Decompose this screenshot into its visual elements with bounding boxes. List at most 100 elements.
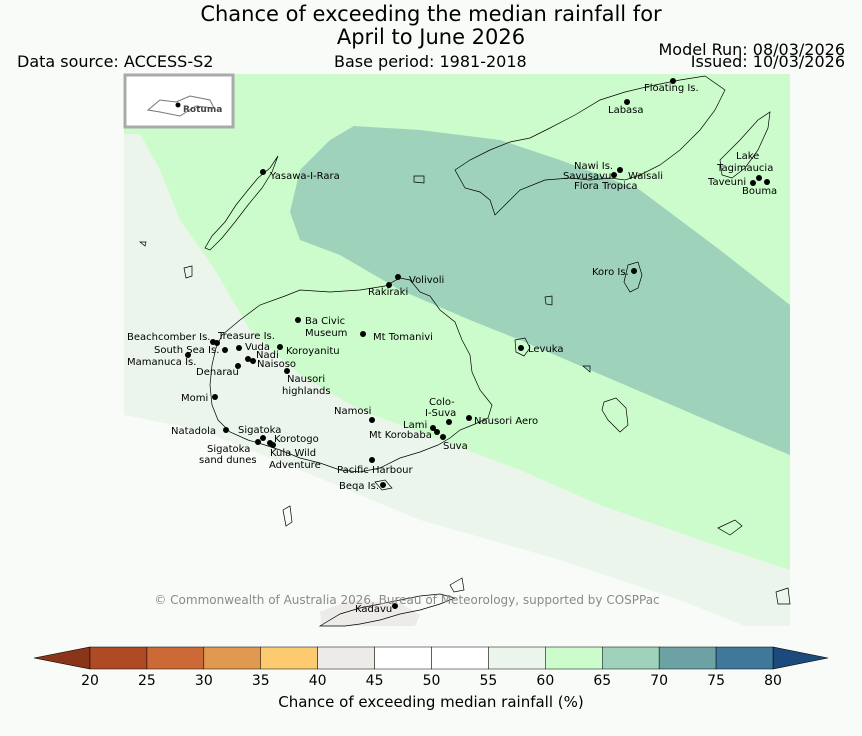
- label-korotogo: Korotogo: [274, 434, 319, 445]
- marker-bacivic: [295, 317, 301, 323]
- label-colo-2: I-Suva: [425, 408, 456, 419]
- colorbar-label: Chance of exceeding median rainfall (%): [278, 693, 583, 711]
- label-colo-1: Colo-: [429, 397, 455, 408]
- colorbar-under-arrow: [33, 646, 91, 670]
- label-waisali: Waisali: [628, 171, 663, 182]
- data-source: Data source: ACCESS-S2: [17, 52, 214, 71]
- region-65-70: [290, 126, 790, 455]
- label-bacivic-2: Museum: [305, 328, 347, 339]
- region-45-55: [124, 415, 745, 626]
- rotuma-label: Rotuma: [183, 105, 222, 115]
- label-taveuni: Taveuni: [707, 177, 746, 188]
- colorbar-swatch: [658, 646, 717, 670]
- label-floating: Floating Is.: [644, 83, 699, 94]
- label-mamanuca: Mamanuca Is.: [127, 357, 196, 368]
- label-momi: Momi: [181, 393, 208, 404]
- marker-mamanuca: [185, 352, 191, 358]
- colorbar: 20 25 30 35 40 45 50 55 60 65 70 75 80: [33, 646, 829, 689]
- label-levuka: Levuka: [528, 344, 564, 355]
- ovalau-coast: [514, 337, 531, 357]
- colorbar-tick: 20: [81, 673, 99, 689]
- marker-nausori-highlands: [284, 368, 290, 374]
- marker-floating: [670, 78, 676, 84]
- marker-yasawa: [260, 169, 266, 175]
- marker-koro: [631, 268, 637, 274]
- colorbar-tick: 75: [707, 673, 725, 689]
- colorbar-swatch: [374, 646, 432, 670]
- label-kula-1: Kula Wild: [270, 448, 316, 459]
- rotuma-island: [146, 95, 215, 117]
- label-lake-2: Tagimaucia: [716, 163, 773, 174]
- colorbar-tick: 70: [650, 673, 668, 689]
- marker-labasa: [624, 99, 630, 105]
- label-pacific-harbour: Pacific Harbour: [337, 465, 414, 476]
- label-yasawa: Yasawa-I-Rara: [269, 171, 340, 182]
- marker-treasure: [214, 340, 220, 346]
- marker-namosi: [369, 417, 375, 423]
- place-markers: [185, 78, 770, 609]
- label-flora: Flora Tropica: [574, 181, 637, 192]
- label-nadi: Nadi: [256, 350, 279, 361]
- marker-koroyanitu: [277, 344, 283, 350]
- colorbar-swatch: [431, 646, 489, 670]
- colorbar-swatch: [260, 646, 318, 670]
- label-sigatoka: Sigatoka: [238, 425, 281, 436]
- marker-denarau: [235, 363, 241, 369]
- label-rakiraki: Rakiraki: [368, 287, 408, 298]
- marker-beqa: [380, 482, 386, 488]
- label-kadavu: Kadavu: [355, 604, 392, 615]
- label-kula-2: Adventure: [269, 460, 321, 471]
- marker-colo-i-suva: [446, 419, 452, 425]
- label-natadola: Natadola: [171, 426, 216, 437]
- marker-sigatoka: [260, 435, 266, 441]
- colorbar-swatch: [488, 646, 546, 670]
- colorbar-tick: 65: [593, 673, 611, 689]
- colorbar-over-arrow: [772, 646, 829, 670]
- colorbar-swatch: [715, 646, 774, 670]
- colorbar-tick: 35: [252, 673, 270, 689]
- marker-kula: [270, 442, 276, 448]
- marker-natadola: [223, 427, 229, 433]
- colorbar-tick: 25: [138, 673, 156, 689]
- label-labasa: Labasa: [608, 105, 644, 116]
- marker-naisoso: [250, 358, 256, 364]
- colorbar-swatch: [89, 646, 148, 670]
- colorbar-tick: 55: [480, 673, 498, 689]
- vanua-levu-coast: [454, 75, 726, 216]
- koro-coast: [623, 261, 643, 293]
- label-lami: Lami: [403, 420, 427, 431]
- label-vuda: Vuda: [245, 342, 270, 353]
- colorbar-tick: 45: [366, 673, 384, 689]
- label-sigatoka-dunes-1: Sigatoka: [207, 444, 250, 455]
- place-labels: Floating Is. Labasa Yasawa-I-Rara Nawi I…: [127, 83, 777, 615]
- title-line-1: Chance of exceeding the median rainfall …: [200, 2, 662, 26]
- marker-nadi: [245, 356, 251, 362]
- taveuni-coast: [719, 111, 771, 179]
- copyright-notice: © Commonwealth of Australia 2026, Bureau…: [154, 593, 659, 607]
- colorbar-tick: 60: [536, 673, 554, 689]
- label-nawi: Nawi Is.: [574, 161, 613, 172]
- colorbar-swatch: [317, 646, 375, 670]
- marker-vuda: [236, 345, 242, 351]
- marker-southsea: [222, 347, 228, 353]
- colorbar-tick: 50: [423, 673, 441, 689]
- colorbar-swatch: [602, 646, 660, 670]
- marker-suva: [440, 434, 446, 440]
- viti-levu-coast: [209, 277, 493, 473]
- marker-levuka: [518, 345, 524, 351]
- label-namosi: Namosi: [334, 406, 371, 417]
- label-beachcomber: Beachcomber Is.: [127, 332, 210, 343]
- label-volivoli: Volivoli: [409, 275, 444, 286]
- colorbar-swatch: [203, 646, 261, 670]
- label-naisoso: Naisoso: [257, 359, 296, 370]
- colorbar-swatch: [146, 646, 205, 670]
- marker-korobaba: [434, 429, 440, 435]
- marker-nausori-aero: [466, 415, 472, 421]
- label-lake-1: Lake: [736, 151, 759, 162]
- label-suva: Suva: [443, 441, 468, 452]
- label-treasure: Treasure Is.: [217, 331, 275, 342]
- marker-savusavu: [611, 172, 617, 178]
- small-islands: [139, 175, 791, 605]
- colorbar-swatch: [545, 646, 603, 670]
- marker-lake: [756, 175, 762, 181]
